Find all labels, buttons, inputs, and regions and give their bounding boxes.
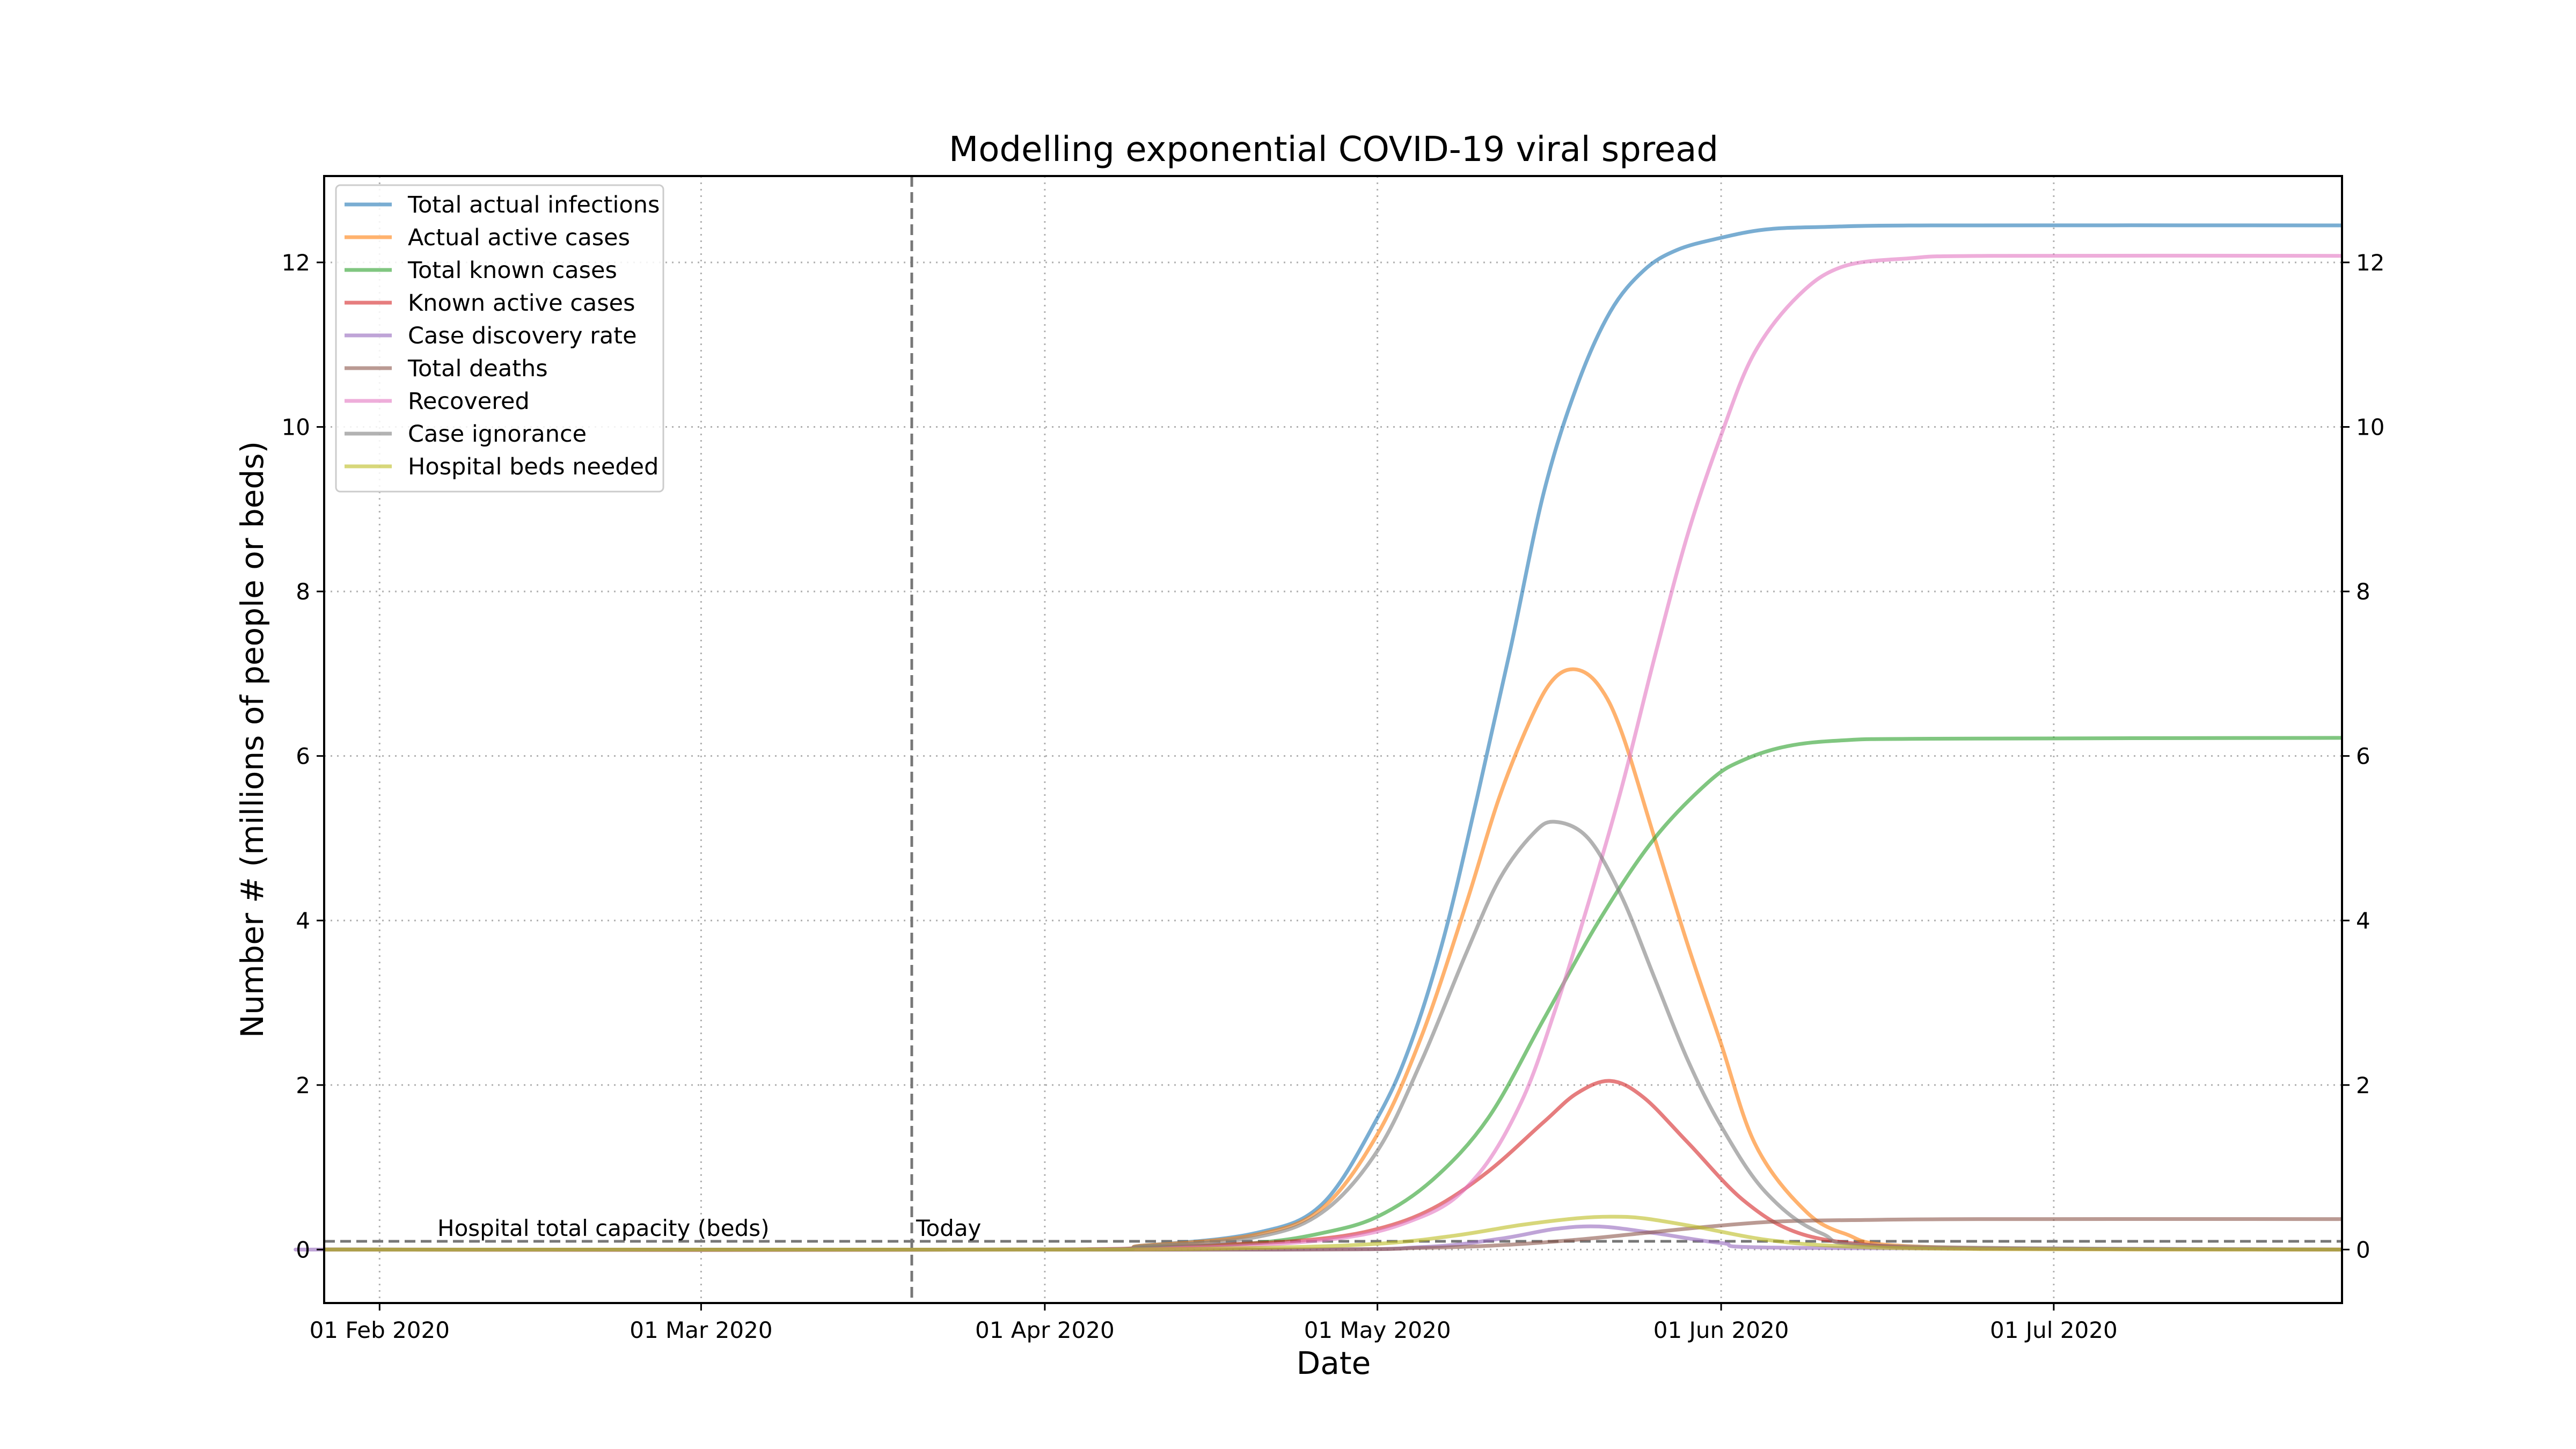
plot-frame <box>323 175 2343 1304</box>
axis-ticks: 01 Feb 2020 01 Mar 2020 01 Apr 2020 01 May … <box>282 250 2385 1343</box>
legend-label: Case ignorance <box>408 421 587 448</box>
legend-label: Total deaths <box>407 355 548 382</box>
legend-label: Actual active cases <box>408 224 630 251</box>
x-tick-label: 01 Apr 2020 <box>975 1317 1115 1343</box>
y-tick-label: 6 <box>296 743 310 770</box>
x-tick-label: 01 Jul 2020 <box>1990 1317 2118 1343</box>
series-lines <box>294 223 2343 1253</box>
legend-label: Hospital beds needed <box>408 453 658 480</box>
x-tick-label: 01 Mar 2020 <box>630 1317 772 1343</box>
y-tick-label: 10 <box>282 414 310 441</box>
x-tick-label: 01 May 2020 <box>1304 1317 1451 1343</box>
y-right-tick-label: 2 <box>2356 1072 2370 1099</box>
x-axis-label: Date <box>1297 1345 1371 1381</box>
today-label: Today <box>916 1215 981 1241</box>
legend-label: Known active cases <box>408 290 635 317</box>
y-right-tick-label: 4 <box>2356 908 2370 934</box>
legend-label: Recovered <box>408 388 530 415</box>
y-right-tick-label: 8 <box>2356 579 2370 605</box>
series-line-hospital-beds-needed <box>324 1214 2343 1252</box>
y-right-tick-label: 12 <box>2356 250 2384 276</box>
y-tick-label: 4 <box>296 908 310 934</box>
chart-title: Modelling exponential COVID-19 viral spr… <box>949 130 1718 170</box>
legend-box <box>335 184 664 493</box>
y-tick-label: 0 <box>296 1236 310 1263</box>
y-axis-label: Number # (millions of people or beds) <box>234 441 270 1038</box>
y-right-tick-label: 0 <box>2356 1236 2370 1263</box>
reference-lines: Hospital total capacity (beds) Today <box>324 176 2342 1303</box>
legend: Total actual infections Actual active cas… <box>335 184 664 493</box>
y-tick-label: 8 <box>296 579 310 605</box>
y-right-tick-label: 10 <box>2356 414 2384 441</box>
legend-label: Case discovery rate <box>408 323 637 349</box>
legend-label: Total known cases <box>407 257 617 284</box>
y-tick-label: 2 <box>296 1072 310 1099</box>
legend-label: Total actual infections <box>407 192 660 218</box>
x-tick-label: 01 Feb 2020 <box>310 1317 450 1343</box>
x-tick-label: 01 Jun 2020 <box>1653 1317 1789 1343</box>
hospital-capacity-label: Hospital total capacity (beds) <box>437 1215 770 1241</box>
y-tick-label: 12 <box>282 250 310 276</box>
y-right-tick-label: 6 <box>2356 743 2370 770</box>
